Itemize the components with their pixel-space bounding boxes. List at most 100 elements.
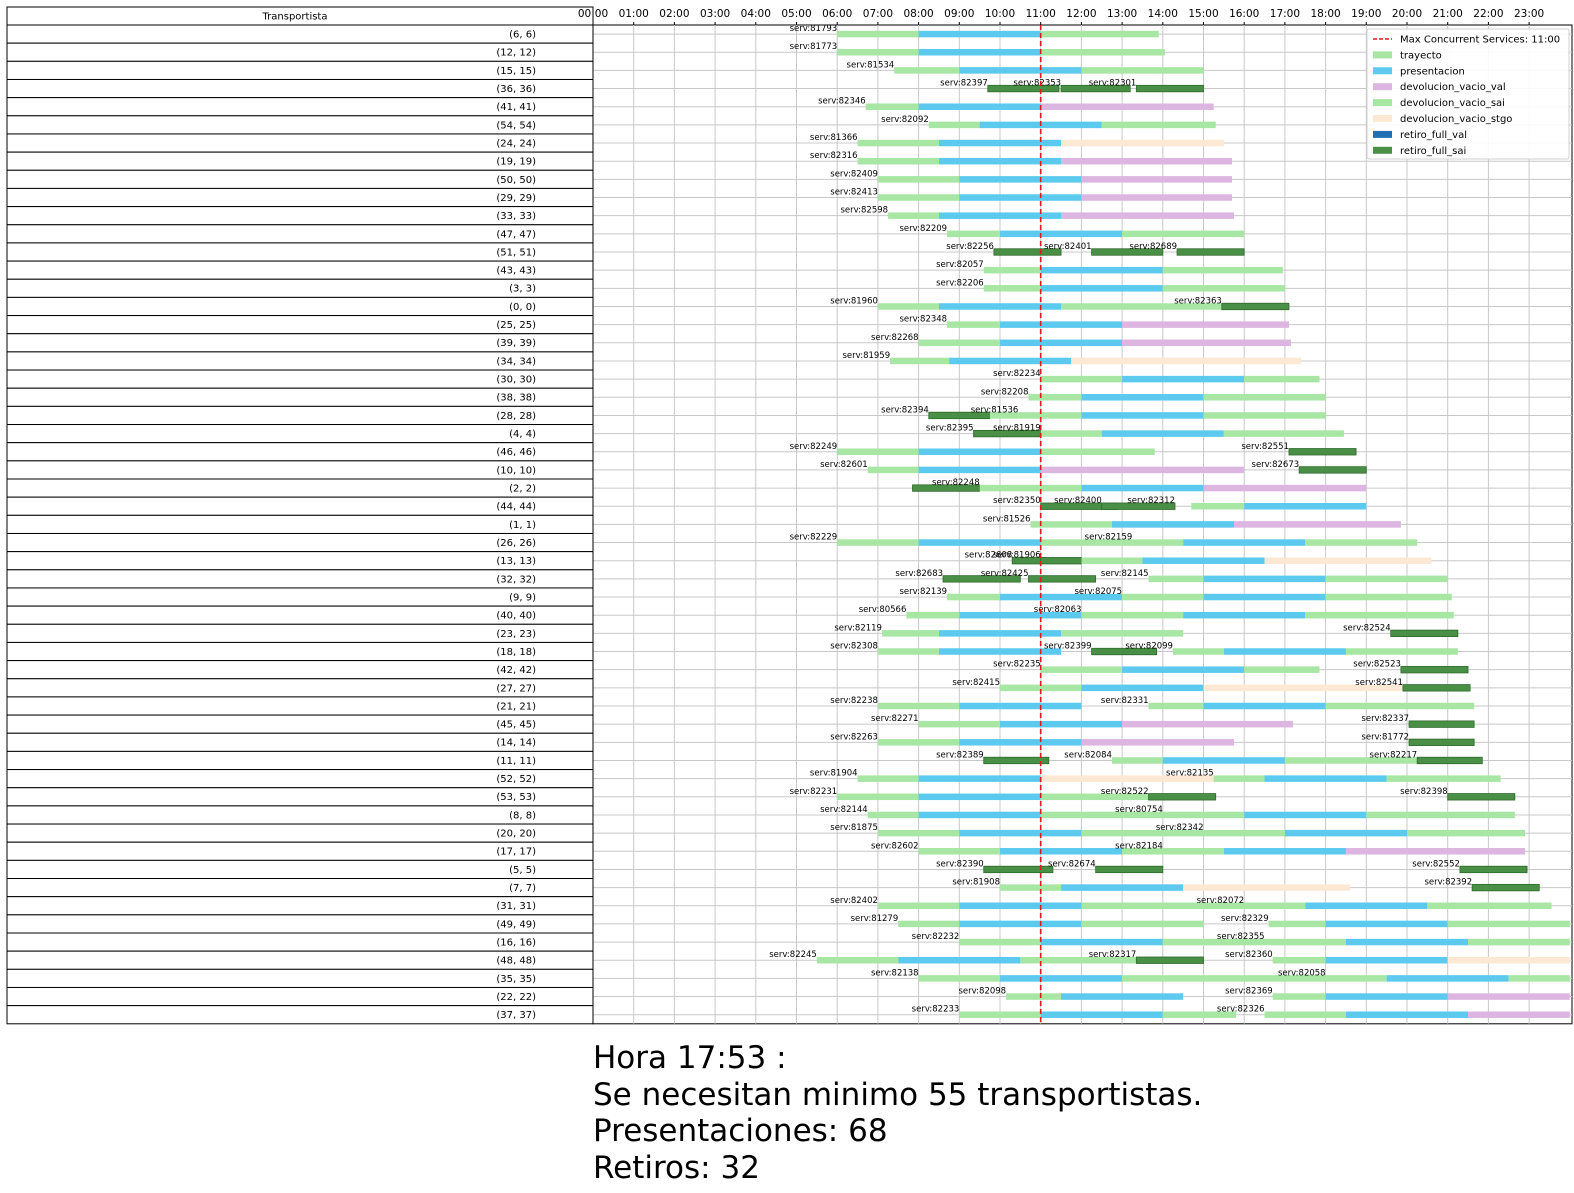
bar-presentacion <box>1000 720 1123 728</box>
table-row-cell <box>6 1005 594 1025</box>
service-label: serv:82395 <box>926 424 974 434</box>
table-row-label: (19, 19) <box>496 157 536 168</box>
x-tick-label: 12:00 <box>1066 8 1096 20</box>
bar-trayecto <box>983 285 1041 292</box>
legend-label: retiro_full_sai <box>1400 146 1466 157</box>
bar-presentacion <box>1040 1011 1163 1018</box>
bar-trayecto <box>857 157 939 165</box>
table-row-cell <box>6 514 594 534</box>
bar-trayecto <box>1264 1011 1346 1018</box>
bar-presentacion <box>1101 430 1224 437</box>
x-tick-label: 04:00 <box>741 8 771 20</box>
x-tick-label: 00:00 <box>578 8 608 20</box>
bar-presentacion <box>918 811 1041 819</box>
service-label: serv:82099 <box>1125 642 1173 652</box>
bar-trayecto <box>1122 593 1204 601</box>
bar-presentacion <box>1305 902 1428 910</box>
bar-retiro-full-sai <box>1095 865 1164 874</box>
service-label: serv:82674 <box>1048 859 1096 869</box>
table-row-label: (9, 9) <box>509 592 536 603</box>
service-label: serv:82184 <box>1115 841 1163 851</box>
bar-retiro-full-sai <box>987 84 1060 93</box>
service-label: serv:81908 <box>952 878 1000 888</box>
service-label: serv:81960 <box>830 296 878 306</box>
bar-trayecto <box>1272 956 1326 964</box>
table-row-cell <box>6 878 594 898</box>
table-row-label: (28, 28) <box>496 411 536 422</box>
table-row-label: (48, 48) <box>496 956 536 967</box>
service-label: serv:82348 <box>899 315 947 325</box>
legend-box <box>1366 28 1570 160</box>
summary-retiros: Retiros: 32 <box>593 1149 760 1186</box>
bar-trayecto <box>867 466 919 474</box>
table-row-label: (35, 35) <box>496 974 536 985</box>
table-row-label: (21, 21) <box>496 701 536 712</box>
x-tick-label: 02:00 <box>659 8 689 20</box>
table-row-label: (15, 15) <box>496 66 536 77</box>
bar-trayecto <box>1122 230 1245 238</box>
service-label: serv:82598 <box>840 206 888 216</box>
service-label: serv:81906 <box>993 551 1041 561</box>
bar-presentacion <box>1000 321 1123 328</box>
bar-trayecto <box>1508 975 1570 982</box>
bar-retiro-full-sai <box>1416 756 1483 765</box>
bar-presentacion <box>1122 666 1245 673</box>
bar-trayecto <box>1122 975 1326 982</box>
table-row-cell <box>6 587 594 607</box>
table-row-label: (25, 25) <box>496 320 536 331</box>
bar-trayecto <box>1325 975 1387 982</box>
x-tick-label: 06:00 <box>822 8 852 20</box>
summary-min-transportistas: Se necesitan minimo 55 transportistas. <box>593 1076 1203 1113</box>
service-label: serv:82425 <box>981 569 1029 579</box>
bar-devolucion-vacio-val <box>1122 339 1292 347</box>
service-label: serv:81366 <box>810 133 858 143</box>
bar-devolucion-vacio-val <box>1234 521 1401 528</box>
bar-presentacion <box>1244 811 1367 819</box>
bar-retiro-full-sai <box>1402 684 1471 692</box>
service-label: serv:82234 <box>993 369 1041 379</box>
bar-presentacion <box>1000 593 1123 601</box>
service-label: serv:82673 <box>1252 460 1300 470</box>
legend-swatch <box>1373 83 1392 91</box>
table-row-label: (51, 51) <box>496 247 536 258</box>
service-label: serv:82353 <box>1013 79 1061 89</box>
service-label: serv:82397 <box>940 79 988 89</box>
bar-retiro-full-sai <box>1101 502 1176 510</box>
bar-trayecto <box>867 811 919 819</box>
bar-devolucion-vacio-val <box>1345 848 1526 855</box>
table-row-label: (3, 3) <box>509 284 536 295</box>
table-row-label: (23, 23) <box>496 629 536 640</box>
bar-devolucion-vacio-val <box>1122 321 1289 328</box>
service-label: serv:82084 <box>1064 750 1112 760</box>
service-label: serv:82063 <box>1034 605 1082 615</box>
bar-devolucion-vacio-val <box>1040 466 1245 474</box>
x-tick-label: 03:00 <box>700 8 730 20</box>
bar-trayecto <box>1040 48 1165 56</box>
bar-devolucion-vacio-val <box>1468 1011 1570 1018</box>
table-row-label: (39, 39) <box>496 338 536 349</box>
table-row-cell <box>6 24 594 44</box>
bar-trayecto <box>1148 575 1204 583</box>
table-row-label: (37, 37) <box>496 1010 536 1021</box>
bar-retiro-full-sai <box>1408 738 1475 746</box>
service-label: serv:82402 <box>830 896 878 906</box>
table-row-label: (5, 5) <box>509 865 536 876</box>
service-label: serv:82248 <box>932 478 980 488</box>
bar-trayecto <box>1081 67 1204 74</box>
service-label: serv:82144 <box>820 805 868 815</box>
bar-presentacion <box>898 956 1021 964</box>
x-tick-label: 18:00 <box>1310 8 1340 20</box>
service-label: serv:82601 <box>820 460 868 470</box>
service-label: serv:82401 <box>1044 242 1092 252</box>
bar-presentacion <box>938 648 1062 655</box>
service-label: serv:82524 <box>1343 623 1391 633</box>
bar-presentacion <box>1000 230 1123 238</box>
bar-trayecto <box>1203 394 1326 401</box>
bar-trayecto <box>888 212 939 219</box>
bar-trayecto <box>837 793 919 801</box>
bar-presentacion <box>1264 775 1387 782</box>
service-label: serv:82208 <box>981 387 1029 397</box>
bar-trayecto <box>1213 775 1265 782</box>
table-row-label: (27, 27) <box>496 683 536 694</box>
table-row-label: (0, 0) <box>509 302 536 313</box>
